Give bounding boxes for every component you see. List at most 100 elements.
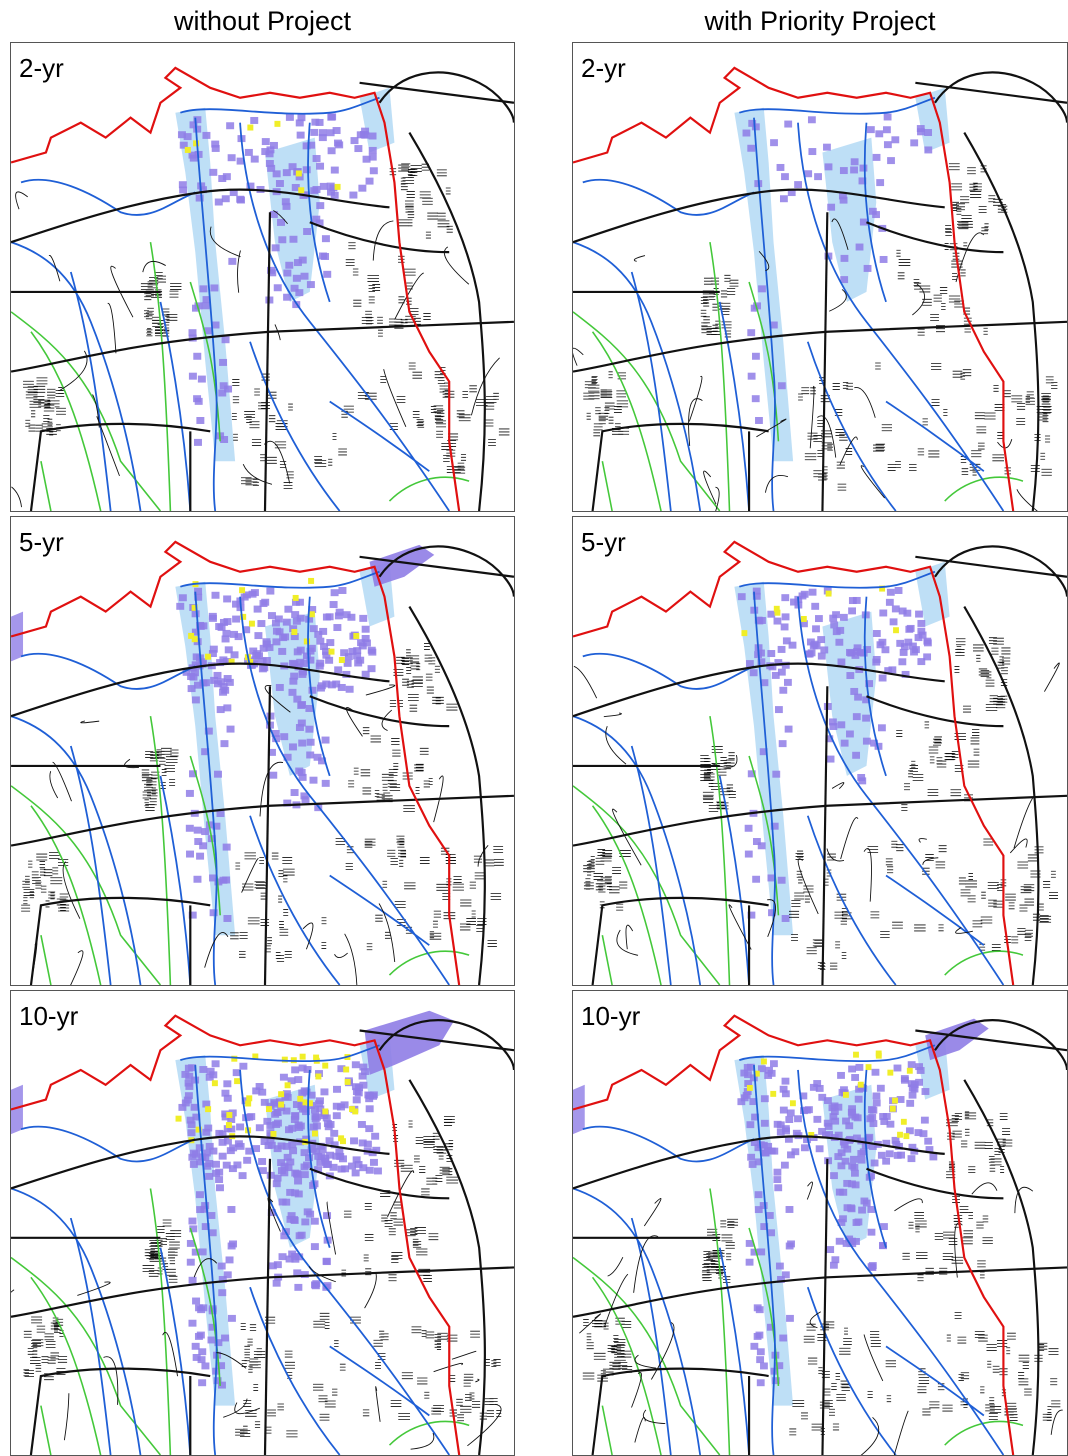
urban-block [254,881,265,889]
urban-block [997,696,1005,703]
urban-block [600,391,613,398]
flood-medium-cell [310,1243,319,1251]
urban-block [1038,1344,1045,1351]
flood-deep-cell [853,1051,859,1058]
flood-medium-cell [848,607,856,615]
urban-block [160,1238,167,1246]
urban-block [616,903,624,911]
urban-block [839,1347,851,1355]
flood-medium-cell [243,1156,252,1164]
flood-medium-cell [325,1137,334,1145]
river-line [159,1247,192,1455]
flood-medium-cell [924,129,933,137]
flood-medium-cell [202,131,211,139]
urban-block [437,1332,448,1340]
flood-medium-cell [747,770,756,778]
river-line [739,1044,936,1063]
urban-block [945,753,955,761]
flood-medium-cell [187,685,196,693]
urban-block [798,876,803,884]
urban-block [47,388,56,396]
flood-deep-cell [191,636,198,643]
flood-medium-cell [191,1342,200,1350]
urban-block [43,404,55,412]
urban-block [496,1410,502,1417]
flood-deep-cell [270,1130,277,1137]
road-line [408,606,486,985]
minor-road [263,440,291,484]
flood-medium-cell [784,678,792,686]
urban-block [843,1338,852,1345]
urban-block [156,749,162,757]
urban-block [927,789,939,797]
urban-block [1002,1128,1011,1135]
urban-block [50,892,55,900]
flood-medium-cell [315,219,324,227]
flood-medium-cell [178,594,187,602]
flood-medium-cell [217,1262,226,1270]
minor-road [625,924,634,950]
urban-block [21,904,31,912]
river-line [159,775,192,985]
urban-block [407,211,415,219]
tributary-line [149,1188,172,1455]
urban-block [150,1251,159,1259]
river-line [863,1069,887,1248]
flood-medium-cell [831,1256,840,1264]
flood-medium-cell [807,649,816,657]
flood-medium-cell [899,648,908,656]
flood-deep-cell [857,1081,864,1088]
flood-medium-cell [884,667,893,675]
flood-medium-cell [333,1085,341,1093]
flood-medium-cell [330,166,339,174]
flood-medium-cell [745,1258,754,1266]
urban-block [806,1323,816,1331]
flood-medium-cell [828,718,837,726]
urban-block [933,294,942,302]
minor-road [997,438,1013,449]
urban-block [165,315,170,323]
urban-block [434,665,440,673]
urban-block [255,881,266,889]
flood-medium-cell [744,824,753,832]
river-line [582,652,755,690]
road-line [359,555,514,578]
flood-medium-cell [190,1103,199,1111]
urban-block [960,889,971,897]
minor-road [634,1417,646,1443]
minor-road [234,1402,260,1415]
flood-medium-cell [761,1149,770,1157]
flood-map [573,1014,1067,1455]
urban-block [494,858,504,866]
urban-block [964,1112,977,1120]
flood-deep-cell [205,653,212,660]
flood-medium-cell [205,821,214,829]
flood-medium-cell [297,769,306,776]
return-period-label: 2-yr [19,53,64,83]
flood-medium-cell [357,639,366,647]
flood-medium-cell [198,1248,207,1256]
flood-medium-cell [285,261,294,269]
urban-block [23,380,34,388]
urban-block [593,423,603,431]
flood-medium-cell [312,155,321,162]
urban-block [614,1339,626,1346]
urban-block [398,164,409,172]
flood-medium-cell [752,352,760,360]
flood-medium-cell [874,742,883,750]
urban-block [992,1365,1000,1373]
flood-medium-cell [353,647,362,655]
flood-medium-cell [290,672,299,680]
flood-map [573,540,1067,985]
minor-road [475,1378,480,1383]
urban-block [321,917,327,925]
flood-medium-cell [204,1124,213,1132]
flood-medium-cell [201,1223,210,1231]
urban-block [27,1347,34,1355]
flood-medium-cell [771,1377,780,1385]
urban-block [701,326,712,334]
urban-block [811,1423,823,1431]
flood-medium-cell [221,1334,230,1342]
urban-block [929,756,935,764]
river-line [307,596,331,777]
